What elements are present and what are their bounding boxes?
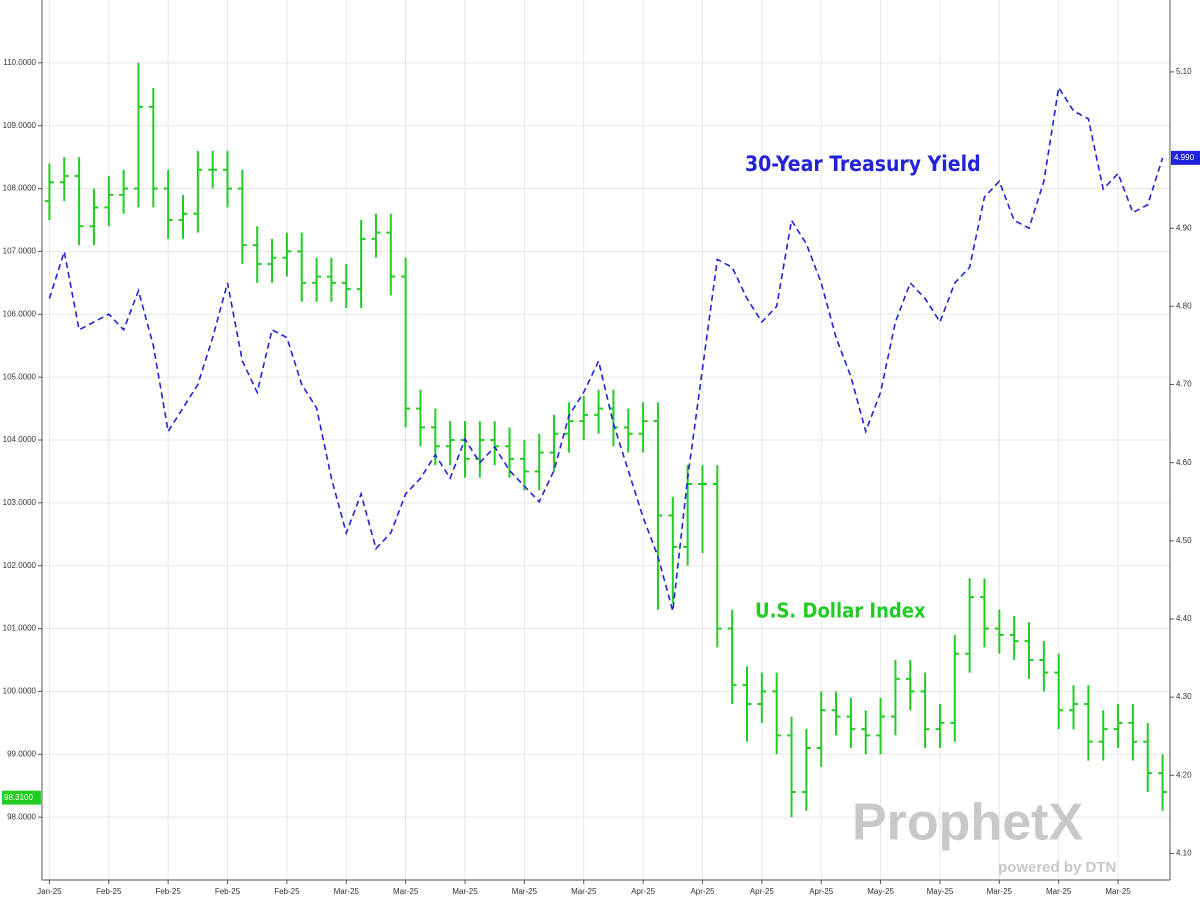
- x-tick-label: Apr-25: [809, 887, 834, 896]
- y-tick-label: 104.0000: [3, 435, 37, 444]
- x-tick-label: Apr-25: [750, 887, 775, 896]
- y2-tick-label: 4.40: [1176, 614, 1192, 623]
- y-tick-label: 101.0000: [3, 624, 37, 633]
- x-tick-label: Apr-25: [690, 887, 715, 896]
- x-tick-label: Mar-25: [571, 887, 597, 896]
- y-tick-label: 107.0000: [3, 247, 37, 256]
- y2-tick-label: 5.10: [1176, 67, 1192, 76]
- y2-tick-label: 4.80: [1176, 301, 1192, 310]
- watermark-title: ProphetX: [852, 794, 1083, 852]
- value-tag: [1171, 150, 1200, 165]
- value-tag: [2, 790, 41, 805]
- y2-tick-label: 4.70: [1176, 380, 1192, 389]
- y2-tick-label: 4.20: [1176, 770, 1192, 779]
- x-tick-label: Mar-25: [987, 887, 1013, 896]
- y-tick-label: 102.0000: [3, 561, 37, 570]
- x-tick-label: Mar-25: [393, 887, 419, 896]
- y-tick-label: 99.0000: [7, 749, 36, 758]
- y-tick-label: 110.0000: [3, 58, 36, 67]
- y2-tick-label: 4.30: [1176, 692, 1192, 701]
- y-tick-label: 98.0000: [7, 812, 36, 821]
- y-tick-label: 103.0000: [3, 498, 37, 507]
- value-tag-label: 98.3100: [4, 793, 33, 802]
- x-tick-label: May-25: [867, 887, 894, 896]
- x-tick-label: Mar-25: [452, 887, 478, 896]
- y-tick-label: 100.0000: [3, 687, 37, 696]
- series-label: 30-Year Treasury Yield: [745, 152, 981, 176]
- x-tick-label: Feb-25: [274, 887, 300, 896]
- x-tick-label: Jan-25: [37, 887, 62, 896]
- x-tick-label: May-25: [927, 887, 954, 896]
- y-tick-label: 109.0000: [3, 121, 37, 130]
- x-tick-label: Feb-25: [96, 887, 122, 896]
- x-tick-label: Mar-25: [1105, 887, 1131, 896]
- series-label: U.S. Dollar Index: [755, 599, 926, 623]
- y2-tick-label: 4.90: [1176, 223, 1192, 232]
- y-tick-label: 106.0000: [3, 309, 37, 318]
- x-tick-label: Mar-25: [1046, 887, 1072, 896]
- y-tick-label: 105.0000: [3, 372, 37, 381]
- yield-line: [48, 85, 1164, 612]
- x-tick-label: Mar-25: [334, 887, 360, 896]
- x-tick-label: Feb-25: [155, 887, 181, 896]
- y2-tick-label: 4.60: [1176, 458, 1192, 467]
- value-tag-label: 4.990: [1174, 153, 1195, 162]
- x-tick-label: Mar-25: [512, 887, 538, 896]
- y-tick-label: 108.0000: [3, 184, 37, 193]
- x-tick-label: Feb-25: [215, 887, 241, 896]
- x-tick-label: Apr-25: [631, 887, 656, 896]
- watermark-subtitle: powered by DTN: [998, 859, 1116, 876]
- y2-tick-label: 4.50: [1176, 536, 1192, 545]
- y2-tick-label: 4.10: [1176, 849, 1192, 858]
